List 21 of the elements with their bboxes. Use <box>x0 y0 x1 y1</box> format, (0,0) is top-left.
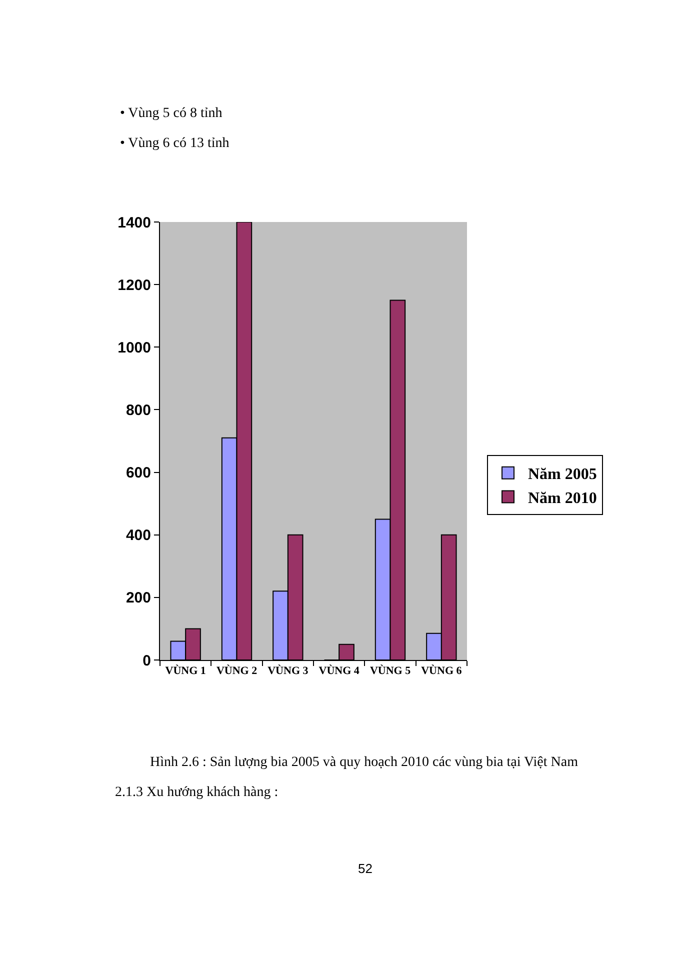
x-tick-label: VÙNG 5 <box>370 664 412 678</box>
x-tick-label: VÙNG 2 <box>216 664 258 678</box>
y-tick-label: 200 <box>126 590 151 607</box>
legend-label: Năm 2005 <box>528 466 597 484</box>
y-tick-label: 1000 <box>118 339 151 356</box>
y-tick-label: 600 <box>126 464 151 482</box>
x-tick-label: VÙNG 3 <box>268 664 309 678</box>
y-tick-label: 400 <box>126 527 151 544</box>
text: 52 <box>358 861 372 876</box>
text: • Vùng 5 có 8 tỉnh <box>120 106 222 121</box>
legend-label: Năm 2010 <box>528 490 597 507</box>
x-tick-label: VÙNG 6 <box>421 664 462 678</box>
y-tick-label: 0 <box>142 652 151 670</box>
y-tick-label: 1400 <box>118 214 151 232</box>
y-tick-label: 1200 <box>118 276 151 294</box>
y-tick-label: 800 <box>126 402 151 419</box>
x-tick-label: VÙNG 4 <box>318 664 360 678</box>
x-tick-label: VÙNG 1 <box>165 664 206 678</box>
text: Hình 2.6 : Sản lượng bia 2005 và quy hoạch 2010 các vùng bia tại Việt Nam <box>150 755 578 770</box>
text: • Vùng 6 có 13 tỉnh <box>120 136 230 151</box>
text: 2.1.3 Xu hướng khách hàng : <box>115 785 278 800</box>
